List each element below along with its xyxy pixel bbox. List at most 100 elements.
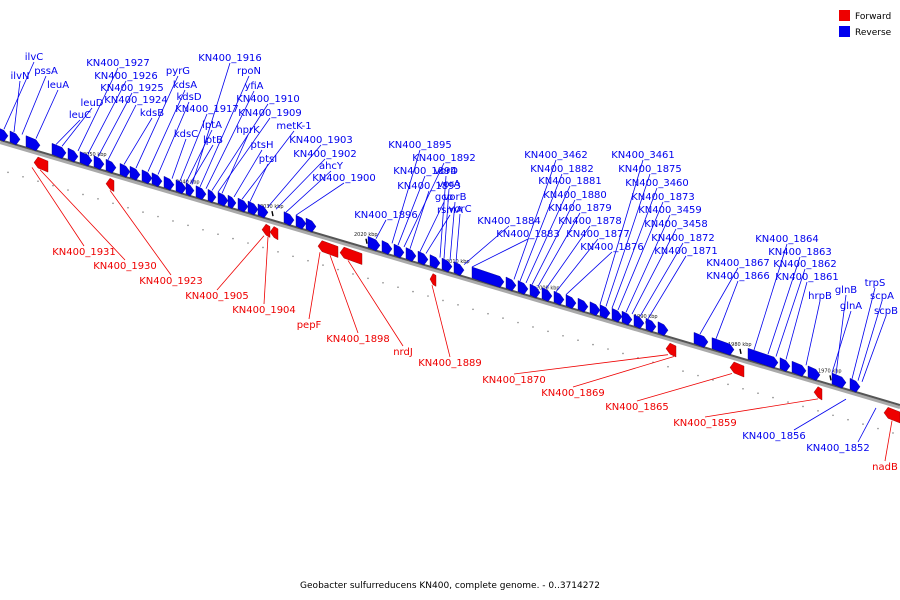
reverse-gene-box <box>283 211 295 226</box>
reverse-gene-box <box>163 175 175 191</box>
gene-label-kn400-1883: KN400_1883 <box>496 229 560 240</box>
gene-label-kn400-1870: KN400_1870 <box>482 375 546 386</box>
reverse-gene-box <box>541 287 553 302</box>
reverse-gene-box <box>119 163 131 178</box>
track-dot <box>682 370 684 372</box>
tick-label: 2000 kbp <box>536 285 560 291</box>
leader-line <box>699 267 739 335</box>
leader-line <box>249 163 269 202</box>
leader-line <box>835 294 847 375</box>
leader-line <box>347 260 404 347</box>
leader-line <box>531 199 576 285</box>
leader-line <box>425 214 451 254</box>
gene-label-kn400-1909: KN400_1909 <box>238 108 302 119</box>
gene-label-leud: leuD <box>81 98 104 109</box>
leader-line <box>565 251 613 295</box>
tick-label: 2030 kbp <box>260 204 284 210</box>
reverse-gene-box <box>0 128 9 142</box>
gene-label-kn400-1852: KN400_1852 <box>806 443 870 454</box>
gene-label-kn400-3459: KN400_3459 <box>638 205 702 216</box>
gene-label-kn400-1882: KN400_1882 <box>530 164 594 175</box>
track-dot <box>277 251 279 253</box>
gene-label-kdsd: kdsD <box>176 92 201 103</box>
reverse-gene-box <box>611 307 623 323</box>
track-dot <box>832 414 834 417</box>
track-dot <box>112 202 114 205</box>
track-dot <box>52 184 54 187</box>
gene-label-kn400-1863: KN400_1863 <box>768 247 832 258</box>
reverse-gene-box <box>405 247 417 262</box>
gene-label-kn400-1880: KN400_1880 <box>543 190 607 201</box>
reverse-gene-box <box>247 200 259 216</box>
leader-line <box>715 280 739 339</box>
gene-label-kn400-1894: KN400_1894 <box>393 166 457 177</box>
leader-line <box>555 238 599 292</box>
leader-line <box>431 285 451 358</box>
reverse-gene-box <box>257 203 269 219</box>
gene-label-kn400-1869: KN400_1869 <box>541 388 605 399</box>
track-dot <box>322 264 324 266</box>
reverse-gene-box <box>141 169 153 185</box>
leader-line <box>87 80 127 155</box>
gene-label-kn400-1881: KN400_1881 <box>538 176 602 187</box>
reverse-gene-box <box>429 254 441 269</box>
track-dot <box>97 198 99 200</box>
tick-label: 2050 kbp <box>83 152 107 158</box>
leader-line <box>205 90 255 189</box>
reverse-gene-box <box>367 236 381 252</box>
gene-label-lpta: lptA <box>202 120 222 131</box>
leader-line <box>793 398 847 431</box>
track-dot <box>247 242 249 244</box>
reverse-gene-box <box>129 165 141 181</box>
gene-label-kn400-1866: KN400_1866 <box>706 271 770 282</box>
track-dot <box>427 295 429 297</box>
gene-label-kn400-1884: KN400_1884 <box>477 216 541 227</box>
track-dot <box>292 255 294 258</box>
track-dot <box>787 401 789 403</box>
leader-line <box>285 170 332 213</box>
gene-label-pepf: pepF <box>297 320 322 331</box>
legend-forward-label: Forward <box>855 12 891 22</box>
leader-line <box>831 310 852 374</box>
gene-label-kn400-1924: KN400_1924 <box>104 95 168 106</box>
legend-forward-swatch <box>839 10 850 21</box>
gene-label-kdsc: kdsC <box>174 129 198 140</box>
reverse-gene-box <box>417 250 429 266</box>
leader-line <box>211 103 269 191</box>
reverse-gene-box <box>553 290 565 306</box>
reverse-gene-box <box>217 191 229 207</box>
reverse-gene-box <box>67 147 79 163</box>
gene-label-kn400-1916: KN400_1916 <box>198 53 262 64</box>
legend-reverse-label: Reverse <box>855 28 892 38</box>
track-dot <box>412 290 414 293</box>
leader-line <box>308 252 321 320</box>
leader-line <box>704 398 819 418</box>
gene-label-leuc: leuC <box>69 110 91 121</box>
track-dot <box>337 268 339 271</box>
leader-line <box>463 225 510 265</box>
gene-label-rsma: rsmA <box>437 205 463 216</box>
gene-label-kn400-1861: KN400_1861 <box>775 272 839 283</box>
gene-label-kn400-3460: KN400_3460 <box>625 178 689 189</box>
gene-label-kn400-1902: KN400_1902 <box>293 149 357 160</box>
leader-line <box>767 256 801 355</box>
tick-label: 1970 kbp <box>818 368 842 374</box>
gene-label-vorb: vorB <box>443 192 466 203</box>
gene-label-kn400-1865: KN400_1865 <box>605 402 669 413</box>
track-dot <box>7 171 9 174</box>
leader-line <box>805 300 821 366</box>
leader-line <box>217 117 271 193</box>
track-dot <box>22 175 24 178</box>
track-dot <box>307 259 309 262</box>
leader-line <box>639 242 684 317</box>
leader-line <box>851 287 876 379</box>
reverse-gene-box <box>207 188 217 203</box>
track-dot <box>502 317 504 319</box>
track-dot <box>592 343 594 346</box>
leader-line <box>647 255 687 320</box>
gene-label-kn400-1867: KN400_1867 <box>706 258 770 269</box>
tick-label: 2040 kbp <box>176 179 200 185</box>
track-dot <box>607 348 609 350</box>
reverse-gene-box <box>747 347 779 369</box>
track-dot <box>892 432 894 434</box>
